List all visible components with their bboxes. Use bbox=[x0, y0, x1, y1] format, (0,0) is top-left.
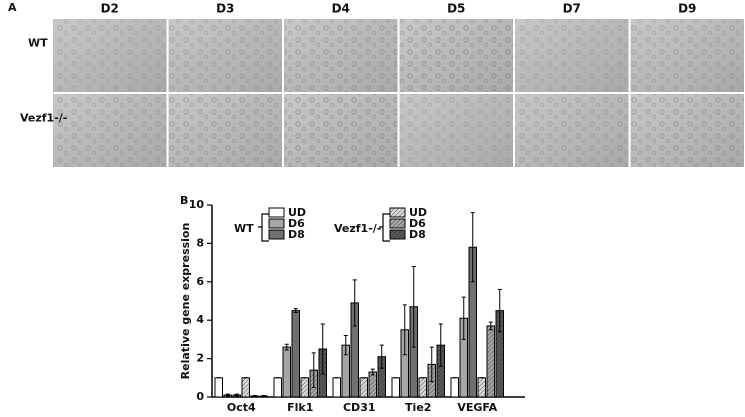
error-bar bbox=[311, 352, 316, 388]
row-label: Vezf1-/- bbox=[20, 112, 67, 125]
error-bar bbox=[461, 296, 466, 340]
column-label: D3 bbox=[216, 2, 234, 16]
legend-label: D8 bbox=[288, 228, 305, 241]
error-bar bbox=[320, 323, 325, 375]
bar bbox=[282, 346, 291, 398]
panel-label: A bbox=[8, 1, 17, 14]
bar bbox=[450, 377, 459, 398]
bar-hatch bbox=[360, 377, 368, 397]
error-bar bbox=[261, 394, 266, 398]
panel-label: B bbox=[180, 194, 188, 207]
error-bar bbox=[402, 304, 407, 356]
bar-hatch bbox=[487, 325, 495, 397]
micrograph-cells bbox=[284, 19, 398, 92]
micrograph-cells bbox=[284, 94, 398, 167]
legend-group-label: Vezf1-/- bbox=[334, 222, 381, 235]
micrograph-grid: D2 D3 D4 D5 D7 D9 WT Vezf1-/- bbox=[20, 2, 744, 167]
micrograph-cells bbox=[515, 94, 629, 167]
error-bar bbox=[488, 321, 493, 331]
legend-group-label: WT bbox=[234, 222, 254, 235]
error-bar bbox=[343, 335, 348, 356]
bar-hatch bbox=[478, 377, 486, 397]
row-label: WT bbox=[28, 37, 48, 50]
micrograph-cells bbox=[399, 94, 513, 167]
error-bar bbox=[411, 265, 416, 348]
legend-hatch bbox=[390, 230, 405, 239]
bar-hatch bbox=[242, 377, 250, 397]
x-tick-label: VEGFA bbox=[457, 401, 497, 413]
bar bbox=[214, 377, 223, 398]
y-tick-label: 4 bbox=[196, 313, 204, 326]
bar-hatch bbox=[301, 377, 309, 397]
bar bbox=[391, 377, 400, 398]
error-bar bbox=[225, 393, 230, 397]
error-bar bbox=[379, 344, 384, 369]
legend-label: UD bbox=[288, 206, 306, 219]
error-bar bbox=[293, 308, 298, 314]
bar bbox=[273, 377, 282, 398]
error-bar bbox=[470, 212, 475, 283]
x-tick-label: Flk1 bbox=[287, 401, 313, 413]
x-tick-label: Tie2 bbox=[405, 401, 431, 413]
legend-label: D6 bbox=[288, 217, 305, 230]
bar-hatch bbox=[378, 356, 386, 397]
bar-chart: B Relative gene expression 0 2 4 6 8 10 Oct4 Flk1… bbox=[179, 194, 525, 414]
y-tick-label: 8 bbox=[196, 236, 204, 249]
column-label: D9 bbox=[678, 2, 696, 16]
micrograph-cells bbox=[168, 19, 282, 92]
y-axis-label: Relative gene expression bbox=[179, 223, 192, 380]
error-bar bbox=[438, 323, 443, 367]
bar bbox=[291, 310, 300, 398]
micrograph-cells bbox=[630, 94, 744, 167]
error-bar bbox=[252, 394, 257, 398]
error-bar bbox=[370, 368, 375, 376]
legend-label: D8 bbox=[409, 228, 426, 241]
micrograph-cells bbox=[630, 19, 744, 92]
y-tick-label: 10 bbox=[189, 198, 205, 211]
bar-hatch bbox=[437, 345, 445, 397]
legend-bracket bbox=[258, 213, 269, 242]
micrograph-cells bbox=[399, 19, 513, 92]
column-label: D2 bbox=[101, 2, 119, 16]
error-bar bbox=[284, 343, 289, 351]
micrograph-cells bbox=[53, 19, 167, 92]
legend-swatch bbox=[268, 207, 285, 218]
legend-bracket bbox=[379, 213, 390, 242]
x-tick-label: Oct4 bbox=[227, 401, 256, 413]
y-tick-label: 0 bbox=[196, 390, 204, 403]
micrograph-cells bbox=[515, 19, 629, 92]
legend-swatch bbox=[268, 218, 285, 229]
legend-swatch bbox=[268, 229, 285, 240]
error-bar bbox=[234, 393, 239, 397]
bar-hatch bbox=[369, 372, 377, 397]
error-bar bbox=[497, 288, 502, 333]
y-tick-label: 6 bbox=[196, 275, 204, 288]
legend-label: D6 bbox=[409, 217, 426, 230]
error-bar bbox=[429, 346, 434, 383]
column-label: D5 bbox=[447, 2, 465, 16]
y-tick-label: 2 bbox=[196, 352, 204, 365]
bar-hatch bbox=[496, 310, 504, 397]
column-label: D7 bbox=[563, 2, 581, 16]
micrograph-cells bbox=[53, 94, 167, 167]
legend-label: UD bbox=[409, 206, 427, 219]
column-label: D4 bbox=[332, 2, 350, 16]
bar bbox=[332, 377, 341, 398]
legend-hatch bbox=[390, 219, 405, 228]
error-bar bbox=[352, 279, 357, 327]
bar-hatch bbox=[419, 377, 427, 397]
legend-hatch bbox=[390, 208, 405, 217]
x-tick-label: CD31 bbox=[343, 401, 376, 413]
micrograph-cells bbox=[168, 94, 282, 167]
